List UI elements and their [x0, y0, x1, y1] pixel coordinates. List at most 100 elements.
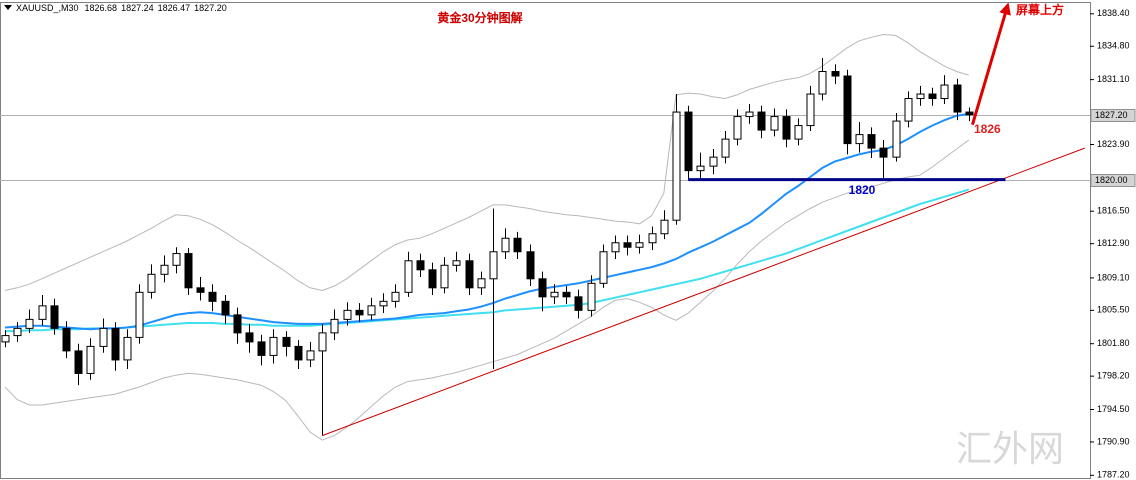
candle-body: [611, 242, 620, 253]
y-tick-label: 1794.50: [1097, 404, 1130, 414]
candle-layer: [1, 57, 974, 436]
price-level-label: 1827.20: [1095, 110, 1128, 120]
candle-body: [513, 237, 522, 253]
chart-title: 黄金30分钟图解: [437, 10, 522, 25]
watermark: 汇外网: [956, 429, 1064, 470]
candle-body: [99, 327, 108, 347]
candle-body: [221, 300, 230, 316]
y-tick-label: 1823.90: [1097, 139, 1130, 149]
quote-close: 1827.20: [194, 3, 227, 13]
candle-body: [818, 71, 827, 95]
candle-body: [831, 71, 840, 77]
candle-body: [25, 318, 34, 329]
annotation-label: 1826: [974, 122, 1001, 136]
candle-body: [672, 111, 681, 221]
candle-body: [123, 336, 132, 361]
candle-body: [269, 336, 278, 356]
candle-body: [160, 264, 169, 275]
candle-body: [916, 93, 925, 100]
y-tick-label: 1838.40: [1097, 8, 1130, 18]
candle-body: [574, 296, 583, 311]
candle-body: [184, 253, 193, 289]
candle-body: [965, 111, 974, 116]
candle-body: [294, 345, 303, 361]
candle-body: [38, 305, 47, 320]
candle-body: [489, 251, 498, 280]
candle-body: [538, 278, 547, 298]
candle-body: [709, 156, 718, 167]
candle-body: [306, 350, 315, 361]
quote-high: 1827.24: [121, 3, 154, 13]
candle-body: [74, 350, 83, 374]
candle-body: [404, 260, 413, 293]
candle-body: [770, 116, 779, 131]
candle-body: [233, 314, 242, 334]
candle-body: [928, 93, 937, 100]
candle-body: [843, 75, 852, 145]
candle-body: [477, 278, 486, 289]
quote-low: 1826.47: [158, 3, 191, 13]
candle-body: [757, 111, 766, 131]
candle-body: [135, 291, 144, 338]
candle-body: [111, 327, 120, 361]
candle-body: [892, 120, 901, 158]
candle-body: [318, 332, 327, 352]
y-tick-label: 1831.10: [1097, 74, 1130, 84]
candle-body: [391, 291, 400, 302]
annotation-layer: 1826 1820 屏幕上方: [322, 2, 1085, 437]
annotation-label: 1820: [849, 183, 876, 197]
candle-body: [343, 309, 352, 320]
menu-icon[interactable]: [4, 5, 12, 10]
candle-body: [379, 300, 388, 307]
y-tick-label: 1834.80: [1097, 41, 1130, 51]
candle-body: [782, 116, 791, 140]
candle-body: [599, 251, 608, 284]
indicator-line: [4, 33, 969, 292]
y-tick-label: 1809.10: [1097, 272, 1130, 282]
candle-body: [867, 134, 876, 149]
candle-body: [501, 237, 510, 253]
y-tick-label: 1801.80: [1097, 338, 1130, 348]
candle-body: [879, 147, 888, 158]
candle-body: [282, 336, 291, 347]
candle-body: [904, 98, 913, 122]
candle-body: [440, 264, 449, 289]
candle-body: [733, 116, 742, 140]
candle-body: [257, 341, 266, 356]
y-tick-label: 1787.20: [1097, 470, 1130, 480]
candle-body: [465, 260, 474, 289]
candle-body: [745, 111, 754, 118]
candle-body: [635, 242, 644, 248]
annotation-label: 屏幕上方: [1015, 2, 1064, 17]
candle-body: [855, 134, 864, 145]
chart-header: XAUUSD_,M30 1826.68 1827.24 1826.47 1827.20: [16, 3, 227, 13]
candle-body: [452, 260, 461, 266]
candle-body: [587, 282, 596, 311]
symbol: XAUUSD_,M30: [16, 3, 79, 13]
candle-body: [50, 305, 59, 329]
candle-body: [147, 273, 156, 293]
y-tick-label: 1812.90: [1097, 238, 1130, 248]
y-tick-label: 1805.50: [1097, 305, 1130, 315]
plot-frame: [0, 2, 1091, 479]
price-level-box: [1090, 109, 1136, 122]
trendline: [322, 147, 1085, 437]
candle-body: [330, 318, 339, 334]
candle-body: [367, 305, 376, 316]
candle-body: [648, 233, 657, 244]
candle-body: [953, 84, 962, 113]
y-tick-label: 1798.20: [1097, 371, 1130, 381]
price-level-box: [1090, 174, 1136, 187]
candle-body: [623, 242, 632, 248]
quote-open: 1826.68: [85, 3, 118, 13]
candle-body: [940, 84, 949, 100]
indicator-line: [5, 188, 970, 333]
candle-body: [245, 332, 254, 343]
candle-body: [1, 335, 10, 343]
candle-body: [550, 291, 559, 298]
candle-body: [208, 291, 217, 302]
candle-body: [355, 309, 364, 316]
candle-body: [562, 291, 571, 298]
